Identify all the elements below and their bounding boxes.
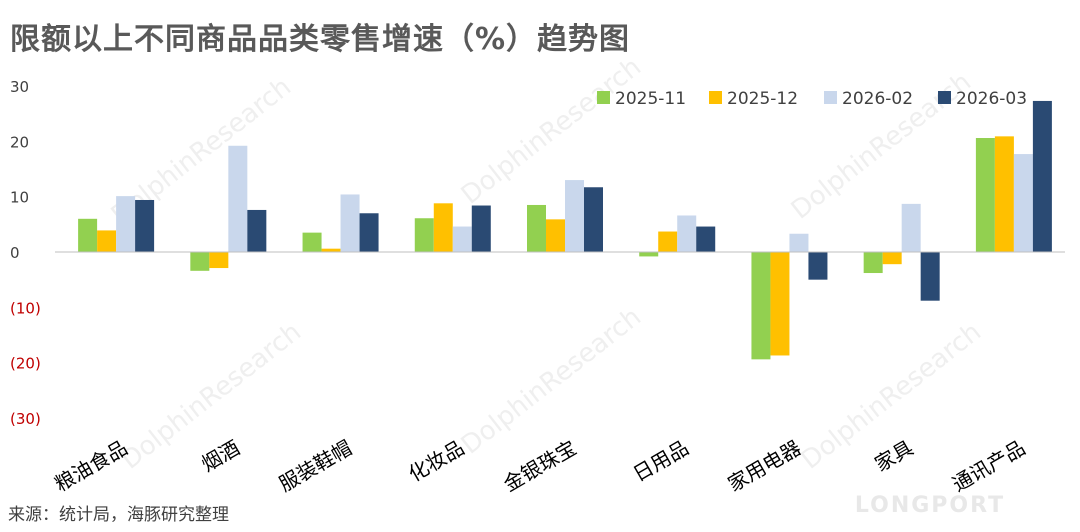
bar-2026-03-家具 bbox=[920, 252, 940, 301]
bar-2025-12-家用电器 bbox=[770, 252, 790, 356]
legend-swatch bbox=[597, 91, 610, 104]
bar-2025-11-粮油食品 bbox=[78, 218, 98, 252]
y-tick-label: 0 bbox=[10, 244, 20, 262]
bar-2026-03-通讯产品 bbox=[1032, 100, 1052, 252]
bar-2026-03-服装鞋帽 bbox=[359, 213, 379, 252]
legend-swatch bbox=[709, 91, 722, 104]
x-axis-labels: 粮油食品 烟酒 服装鞋帽 化妆品 金银珠宝 日用品 家用电器 家具 通讯产品 bbox=[50, 436, 1029, 497]
bar-2025-12-粮油食品 bbox=[97, 230, 117, 252]
bar-2025-12-家具 bbox=[882, 252, 902, 265]
x-tick-label: 家具 bbox=[871, 436, 918, 477]
watermark-text: DolphinResearch bbox=[456, 302, 647, 461]
bar-2026-03-化妆品 bbox=[471, 205, 491, 252]
bar-2026-03-粮油食品 bbox=[135, 199, 155, 252]
bar-2025-11-日用品 bbox=[639, 252, 659, 257]
legend: 2025-11 2025-12 2026-02 2026-03 bbox=[597, 89, 1027, 109]
bar-2025-12-金银珠宝 bbox=[546, 219, 565, 252]
legend-swatch bbox=[938, 91, 951, 104]
bar-2026-02-服装鞋帽 bbox=[340, 194, 360, 252]
x-tick-label: 粮油食品 bbox=[50, 436, 131, 497]
source-note: 来源：统计局，海豚研究整理 bbox=[8, 505, 229, 525]
y-axis: 30 20 10 0 (10) (20) (30) bbox=[10, 78, 41, 428]
y-tick-label: (20) bbox=[10, 355, 41, 373]
x-tick-label: 日用品 bbox=[629, 436, 693, 487]
x-tick-label: 服装鞋帽 bbox=[275, 436, 356, 497]
legend-label: 2026-02 bbox=[842, 89, 913, 109]
y-tick-label: 30 bbox=[10, 78, 29, 96]
bar-2026-03-家用电器 bbox=[808, 252, 828, 280]
bar-2026-03-日用品 bbox=[696, 226, 716, 252]
x-tick-label: 烟酒 bbox=[197, 436, 244, 477]
watermark-text: DolphinResearch bbox=[456, 52, 647, 211]
y-tick-label: (10) bbox=[10, 299, 41, 317]
bar-2025-11-金银珠宝 bbox=[527, 204, 546, 252]
x-tick-label: 家用电器 bbox=[724, 436, 805, 497]
bar-2025-11-化妆品 bbox=[414, 218, 434, 252]
bar-2025-11-通讯产品 bbox=[975, 138, 995, 252]
bar-2026-02-日用品 bbox=[677, 215, 697, 252]
bar-2026-02-通讯产品 bbox=[1013, 154, 1033, 252]
bar-2025-12-化妆品 bbox=[433, 203, 453, 252]
chart-title: 限额以上不同商品品类零售增速（%）趋势图 bbox=[10, 22, 631, 57]
y-tick-label: 10 bbox=[10, 189, 29, 207]
legend-label: 2025-12 bbox=[727, 89, 798, 109]
bar-2025-11-服装鞋帽 bbox=[302, 232, 322, 252]
bar-2025-12-通讯产品 bbox=[994, 136, 1014, 252]
y-tick-label: 20 bbox=[10, 133, 29, 151]
bar-2026-03-金银珠宝 bbox=[584, 187, 603, 252]
bar-2025-12-烟酒 bbox=[209, 252, 229, 269]
x-tick-label: 通讯产品 bbox=[948, 436, 1029, 497]
watermark-logo-text: LONGPORT bbox=[855, 493, 1005, 518]
legend-swatch bbox=[824, 91, 837, 104]
bar-2026-03-烟酒 bbox=[247, 209, 267, 252]
bar-2026-02-家用电器 bbox=[789, 233, 809, 252]
bar-2026-02-烟酒 bbox=[228, 145, 248, 252]
bar-2026-02-粮油食品 bbox=[116, 196, 136, 252]
x-tick-label: 金银珠宝 bbox=[499, 436, 580, 497]
bar-2025-11-家具 bbox=[863, 252, 883, 274]
bar-2025-11-家用电器 bbox=[751, 252, 771, 360]
bar-2025-12-服装鞋帽 bbox=[321, 248, 341, 252]
y-tick-label: (30) bbox=[10, 410, 41, 428]
legend-label: 2025-11 bbox=[615, 89, 686, 109]
bars bbox=[78, 100, 1052, 360]
legend-label: 2026-03 bbox=[956, 89, 1027, 109]
x-tick-label: 化妆品 bbox=[404, 436, 468, 487]
bar-2026-02-金银珠宝 bbox=[565, 180, 584, 252]
bar-2025-12-日用品 bbox=[658, 231, 678, 252]
bar-2026-02-家具 bbox=[901, 203, 921, 252]
bar-2025-11-烟酒 bbox=[190, 252, 210, 271]
bar-2026-02-化妆品 bbox=[452, 226, 472, 252]
